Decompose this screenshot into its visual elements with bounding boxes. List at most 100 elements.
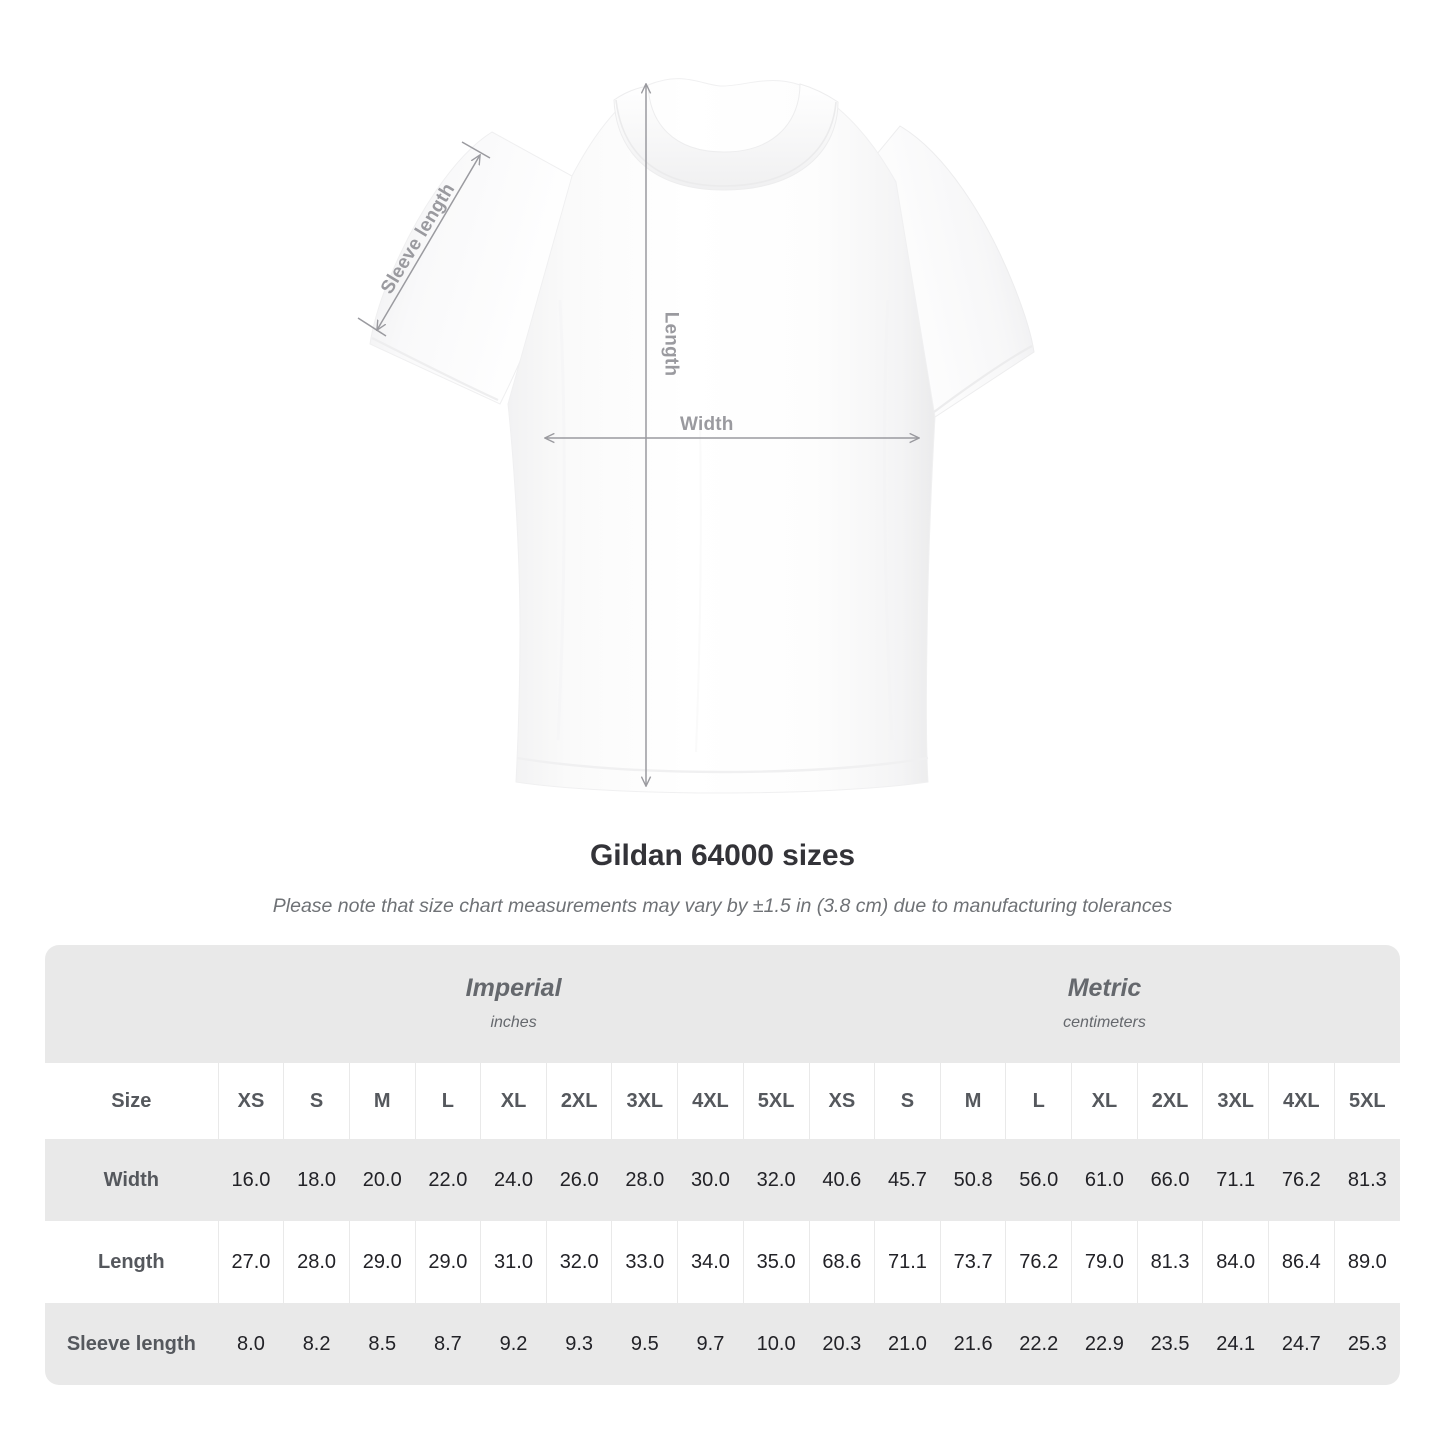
table-cell: 29.0	[414, 1221, 481, 1303]
size-header-cell: XL	[480, 1063, 547, 1139]
table-cell: 21.0	[874, 1303, 941, 1385]
tshirt-diagram: Sleeve length Length Width	[357, 78, 1035, 794]
table-cell: 32.0	[742, 1139, 810, 1221]
table-cell: 61.0	[1071, 1139, 1138, 1221]
table-cell: 81.3	[1136, 1221, 1203, 1303]
size-header-cell: 3XL	[1202, 1063, 1269, 1139]
size-header-cell: 5XL	[742, 1063, 810, 1139]
table-cell: 81.3	[1333, 1139, 1400, 1221]
table-cell: 71.1	[874, 1221, 941, 1303]
table-cell: 50.8	[939, 1139, 1006, 1221]
table-cell: 66.0	[1136, 1139, 1203, 1221]
size-header-cell: 5XL	[1333, 1063, 1400, 1139]
table-cell: 35.0	[742, 1221, 810, 1303]
unit-imperial-sub: inches	[490, 1014, 537, 1031]
unit-banner-row: Imperial inches Metric centimeters	[45, 945, 1400, 1063]
table-cell: 10.0	[742, 1303, 810, 1385]
unit-metric-name: Metric	[1067, 974, 1142, 1002]
size-header-cell: L	[414, 1063, 481, 1139]
table-cell: 24.7	[1268, 1303, 1335, 1385]
table-cell: 8.7	[414, 1303, 481, 1385]
tshirt-illustration	[357, 78, 1035, 794]
table-cell: 9.2	[480, 1303, 547, 1385]
table-cell: 9.7	[677, 1303, 744, 1385]
sleeve-tick-top	[461, 141, 491, 159]
table-cell: 79.0	[1071, 1221, 1138, 1303]
table-cell: 9.5	[611, 1303, 678, 1385]
size-header-cell: 4XL	[1268, 1063, 1335, 1139]
table-cell: 28.0	[283, 1221, 350, 1303]
table-cell: 33.0	[611, 1221, 678, 1303]
table-cell: 8.5	[348, 1303, 416, 1385]
table-cell: 9.3	[545, 1303, 612, 1385]
table-cell: 8.2	[283, 1303, 350, 1385]
size-chart-table-wrapper: Imperial inches Metric centimeters Size …	[45, 945, 1400, 1385]
table-cell: 34.0	[677, 1221, 744, 1303]
table-cell: 73.7	[939, 1221, 1006, 1303]
table-cell: 29.0	[348, 1221, 416, 1303]
table-cell: 22.9	[1071, 1303, 1138, 1385]
table-cell: 76.2	[1005, 1221, 1072, 1303]
table-cell: 84.0	[1202, 1221, 1269, 1303]
size-header-cell: M	[348, 1063, 416, 1139]
size-header-row: Size XS S M L XL 2XL 3XL 4XL 5XL XS S M …	[45, 1063, 1400, 1139]
table-cell: 45.7	[874, 1139, 941, 1221]
sleeve-tick-bottom	[357, 317, 387, 337]
size-header-cell: XS	[217, 1063, 284, 1139]
table-cell: 24.0	[480, 1139, 547, 1221]
size-header-cell: 3XL	[611, 1063, 678, 1139]
table-cell: 31.0	[480, 1221, 547, 1303]
table-cell: 71.1	[1202, 1139, 1269, 1221]
row-label: Width	[45, 1139, 219, 1221]
dimension-lines	[357, 84, 919, 786]
table-cell: 16.0	[217, 1139, 284, 1221]
size-header-cell: XL	[1071, 1063, 1138, 1139]
table-cell: 22.0	[414, 1139, 481, 1221]
row-label: Sleeve length	[45, 1303, 219, 1385]
unit-banner-spacer	[45, 945, 219, 1063]
table-cell: 86.4	[1268, 1221, 1335, 1303]
size-header-cell: XS	[808, 1063, 875, 1139]
table-row: Sleeve length 8.0 8.2 8.5 8.7 9.2 9.3 9.…	[45, 1303, 1400, 1385]
table-cell: 56.0	[1005, 1139, 1072, 1221]
table-row: Width 16.0 18.0 20.0 22.0 24.0 26.0 28.0…	[45, 1139, 1400, 1221]
table-cell: 23.5	[1136, 1303, 1203, 1385]
table-corner-label: Size	[45, 1063, 219, 1139]
unit-imperial-cell: Imperial inches	[218, 945, 810, 1063]
size-header-cell: S	[283, 1063, 350, 1139]
length-label: Length	[660, 311, 682, 377]
title-block: Gildan 64000 sizes Please note that size…	[0, 836, 1445, 919]
table-cell: 27.0	[217, 1221, 284, 1303]
table-cell: 68.6	[808, 1221, 875, 1303]
size-header-cell: L	[1005, 1063, 1072, 1139]
table-cell: 40.6	[808, 1139, 875, 1221]
table-cell: 25.3	[1333, 1303, 1400, 1385]
table-cell: 18.0	[283, 1139, 350, 1221]
table-cell: 30.0	[677, 1139, 744, 1221]
table-row: Length 27.0 28.0 29.0 29.0 31.0 32.0 33.…	[45, 1221, 1400, 1303]
size-header-cell: M	[939, 1063, 1006, 1139]
table-cell: 21.6	[939, 1303, 1006, 1385]
table-cell: 8.0	[217, 1303, 284, 1385]
size-header-cell: 4XL	[677, 1063, 744, 1139]
unit-metric-sub: centimeters	[1063, 1014, 1146, 1031]
size-header-cell: S	[874, 1063, 941, 1139]
table-cell: 28.0	[611, 1139, 678, 1221]
table-cell: 26.0	[545, 1139, 612, 1221]
table-cell: 20.3	[808, 1303, 875, 1385]
unit-imperial-name: Imperial	[465, 974, 562, 1002]
table-cell: 22.2	[1005, 1303, 1072, 1385]
page-subtitle: Please note that size chart measurements…	[272, 895, 1173, 917]
size-header-cell: 2XL	[1136, 1063, 1203, 1139]
page-title: Gildan 64000 sizes	[589, 839, 856, 872]
table-cell: 24.1	[1202, 1303, 1269, 1385]
table-cell: 89.0	[1333, 1221, 1400, 1303]
table-cell: 20.0	[348, 1139, 416, 1221]
table-cell: 32.0	[545, 1221, 612, 1303]
table-cell: 76.2	[1268, 1139, 1335, 1221]
size-header-cell: 2XL	[545, 1063, 612, 1139]
sleeve-length-arrow	[377, 155, 480, 330]
unit-metric-cell: Metric centimeters	[809, 945, 1400, 1063]
row-label: Length	[45, 1221, 219, 1303]
size-chart-table: Imperial inches Metric centimeters Size …	[45, 945, 1400, 1385]
